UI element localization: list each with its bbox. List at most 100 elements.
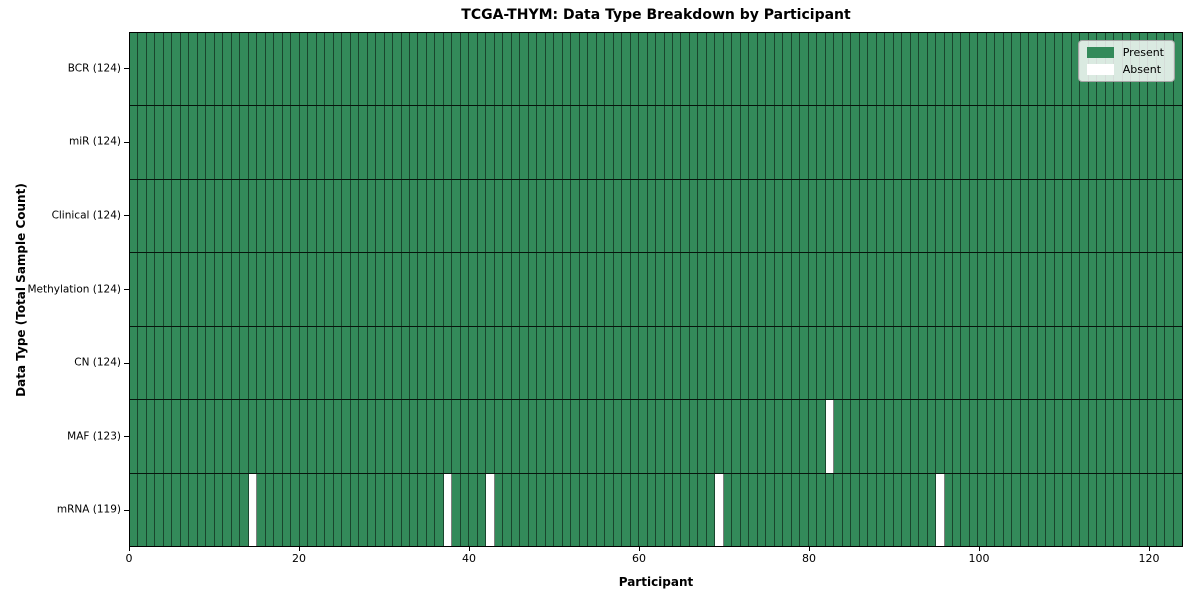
heatmap-cell — [503, 106, 512, 179]
heatmap-cell — [376, 106, 385, 179]
heatmap-cell — [766, 473, 775, 546]
heatmap-cell — [231, 106, 241, 179]
heatmap-cell — [197, 400, 207, 473]
heatmap-cell — [630, 106, 640, 179]
heatmap-cell-absent — [486, 473, 495, 546]
heatmap-cell — [706, 326, 716, 400]
heatmap-cell — [1020, 33, 1030, 106]
heatmap-cell — [520, 326, 529, 400]
heatmap-cell — [189, 33, 198, 106]
heatmap-cell — [757, 253, 767, 326]
heatmap-cell — [1020, 106, 1030, 179]
heatmap-cell — [622, 106, 631, 179]
heatmap-cell — [1012, 326, 1021, 400]
heatmap-cell — [757, 473, 767, 546]
heatmap-cell — [893, 400, 903, 473]
heatmap-cell — [952, 179, 962, 253]
heatmap-cell — [1029, 33, 1038, 106]
heatmap-cell-absent — [248, 473, 258, 546]
x-tick-mark — [128, 547, 130, 551]
heatmap-cell — [952, 253, 962, 326]
heatmap-cell — [876, 179, 886, 253]
heatmap-cell — [588, 106, 597, 179]
x-tick-label: 40 — [462, 552, 476, 565]
heatmap-cell — [1071, 253, 1081, 326]
heatmap-cell — [155, 253, 164, 326]
heatmap-cell — [172, 400, 181, 473]
heatmap-cell — [969, 106, 979, 179]
heatmap-cell-absent — [825, 400, 835, 473]
heatmap-cell — [808, 33, 818, 106]
heatmap-cell — [274, 253, 283, 326]
heatmap-cell — [384, 326, 394, 400]
heatmap-cell — [452, 33, 461, 106]
heatmap-cell — [486, 33, 495, 106]
heatmap-cell — [180, 473, 190, 546]
heatmap-cell — [172, 253, 181, 326]
heatmap-cell — [528, 179, 538, 253]
heatmap-cell — [1105, 326, 1115, 400]
heatmap-cell — [868, 473, 877, 546]
heatmap-cell — [571, 33, 580, 106]
heatmap-cell — [1003, 106, 1013, 179]
heatmap-cell — [1097, 473, 1106, 546]
heatmap-cell — [952, 33, 962, 106]
heatmap-cell — [791, 473, 801, 546]
heatmap-cell — [460, 400, 470, 473]
heatmap-cell — [214, 106, 224, 179]
heatmap-cell — [1054, 106, 1064, 179]
heatmap-cell — [197, 106, 207, 179]
heatmap-cell — [291, 179, 300, 253]
heatmap-cell — [673, 106, 682, 179]
heatmap-cell — [605, 33, 614, 106]
heatmap-cell — [240, 106, 249, 179]
heatmap-cell — [596, 179, 606, 253]
y-tick-label-miR: miR (124) — [68, 136, 121, 149]
heatmap-cell — [995, 33, 1004, 106]
heatmap-cell — [588, 473, 597, 546]
y-tick-mark — [124, 215, 129, 217]
heatmap-cell — [180, 253, 190, 326]
heatmap-cell — [299, 400, 309, 473]
heatmap-cell — [740, 253, 750, 326]
heatmap-cell — [206, 473, 215, 546]
heatmap-cell — [376, 473, 385, 546]
heatmap-cell — [740, 33, 750, 106]
heatmap-cell — [155, 473, 164, 546]
heatmap-cell — [189, 400, 198, 473]
heatmap-cell — [359, 253, 368, 326]
heatmap-cell — [749, 106, 758, 179]
heatmap-cell — [622, 33, 631, 106]
heatmap-cell — [274, 179, 283, 253]
y-tick-label-Methylation: Methylation (124) — [27, 283, 121, 296]
heatmap-cell — [206, 33, 215, 106]
heatmap-cell — [138, 179, 147, 253]
heatmap-cell — [180, 33, 190, 106]
heatmap-cell — [350, 473, 360, 546]
heatmap-cell — [893, 179, 903, 253]
heatmap-cell — [910, 253, 920, 326]
heatmap-cell — [978, 473, 987, 546]
heatmap-cell — [834, 179, 843, 253]
heatmap-cell — [274, 326, 283, 400]
heatmap-cell — [291, 106, 300, 179]
heatmap-cell — [910, 473, 920, 546]
heatmap-cell — [130, 253, 139, 326]
heatmap-cell — [1054, 326, 1064, 400]
heatmap-cell — [817, 400, 826, 473]
heatmap-cell — [460, 179, 470, 253]
heatmap-cell — [1114, 400, 1123, 473]
heatmap-cell — [1156, 400, 1166, 473]
heatmap-cell — [189, 253, 198, 326]
heatmap-cell — [206, 400, 215, 473]
heatmap-cell — [1131, 400, 1140, 473]
heatmap-cell — [834, 326, 843, 400]
legend-entry-present: Present — [1086, 47, 1164, 58]
heatmap-cell — [426, 326, 436, 400]
heatmap-cell — [715, 106, 724, 179]
heatmap-cell — [291, 326, 300, 400]
heatmap-cell — [469, 400, 478, 473]
heatmap-cell — [435, 473, 444, 546]
x-tick-label: 60 — [632, 552, 646, 565]
heatmap-cell — [596, 473, 606, 546]
